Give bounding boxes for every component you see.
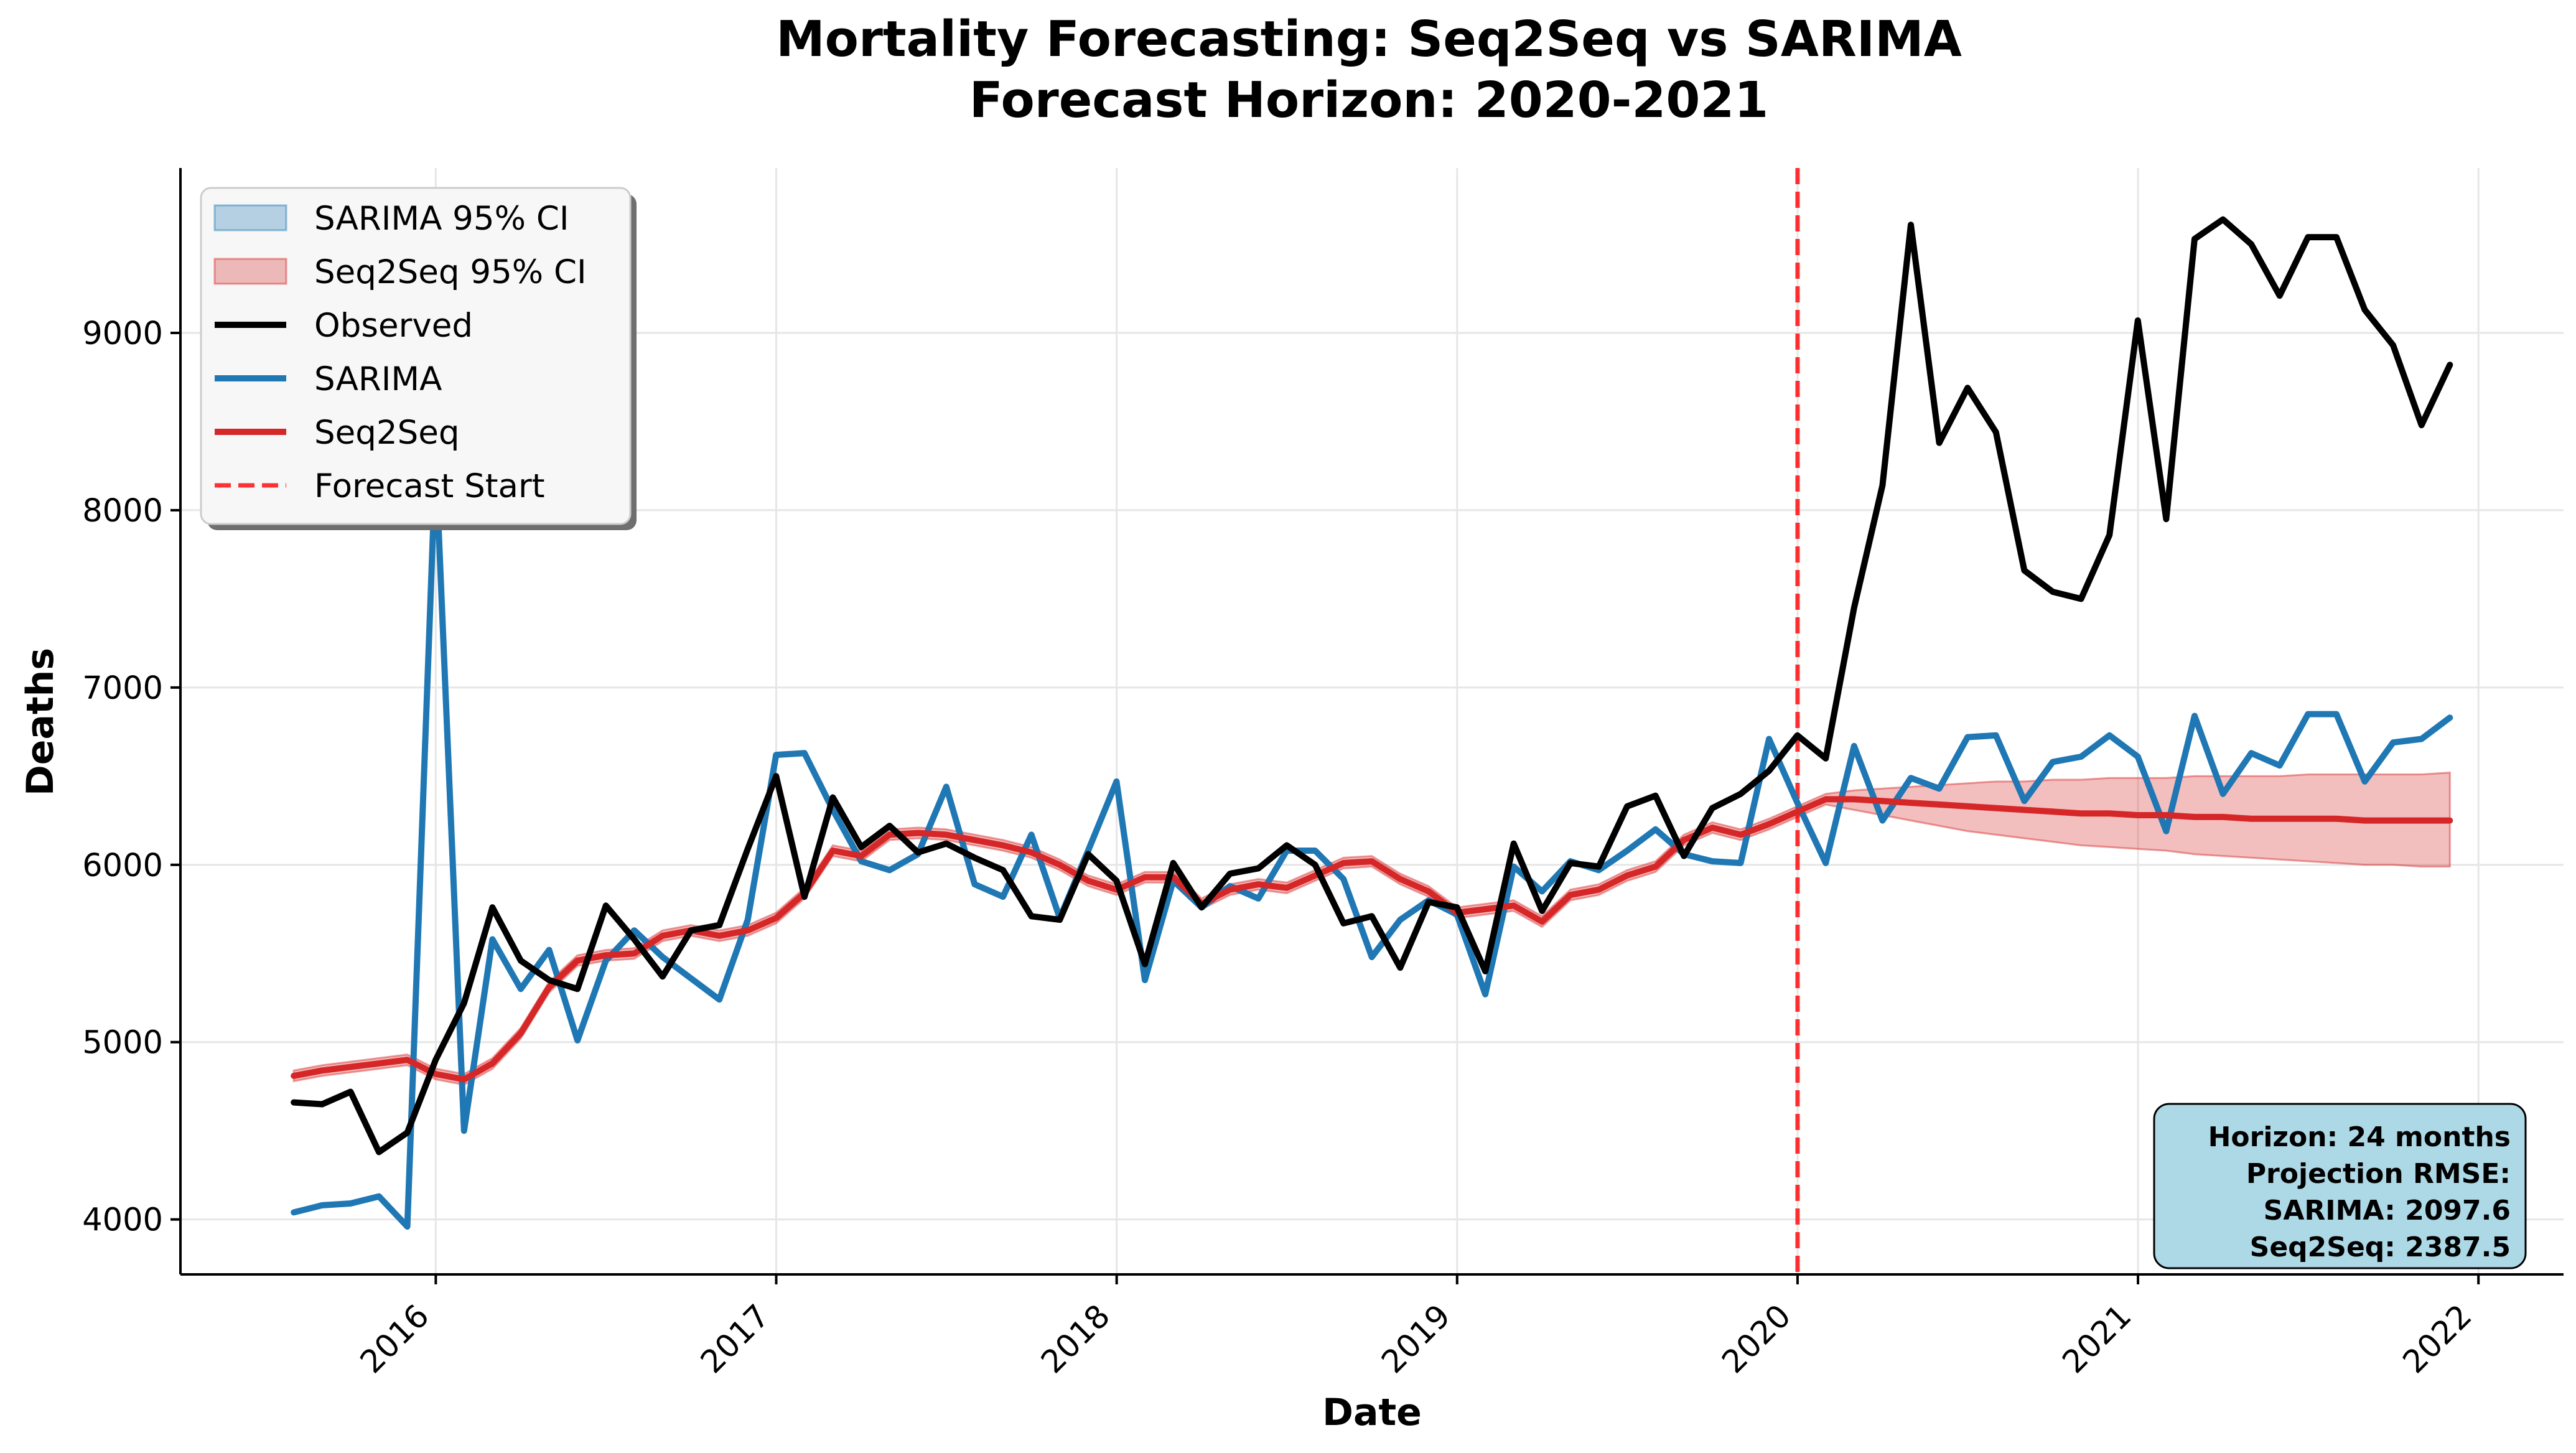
legend-box bbox=[200, 187, 632, 525]
seq2seq-95-ci-legend-swatch bbox=[213, 258, 287, 285]
sarima-95-ci-legend-swatch bbox=[213, 204, 287, 231]
series-lines bbox=[291, 216, 2453, 1230]
y-axis-label: Deaths bbox=[19, 648, 62, 796]
y-tick-label: 6000 bbox=[82, 848, 163, 884]
annotation-sarima-rmse: SARIMA: 2097.6 bbox=[2264, 1195, 2511, 1226]
chart-title-line-2: Forecast Horizon: 2020-2021 bbox=[969, 72, 1769, 129]
observed-line bbox=[291, 216, 2453, 1156]
chart-title-line-1: Mortality Forecasting: Seq2Seq vs SARIMA bbox=[776, 11, 1962, 68]
axes bbox=[179, 168, 2564, 1276]
annotation-rmse-heading: Projection RMSE: bbox=[2246, 1158, 2511, 1190]
annotation-seq2seq-rmse: Seq2Seq: 2387.5 bbox=[2250, 1231, 2511, 1263]
sarima-legend-label: SARIMA bbox=[314, 360, 442, 398]
forecast-start-legend-label: Forecast Start bbox=[314, 467, 545, 505]
seq2seq-95-ci-legend-label: Seq2Seq 95% CI bbox=[314, 253, 587, 291]
annotation-box bbox=[2153, 1103, 2527, 1269]
legend-entries: SARIMA 95% CI Seq2Seq 95% CI Observed SARIM… bbox=[213, 200, 587, 505]
y-tick-label: 8000 bbox=[82, 493, 163, 530]
seq2seq-line bbox=[291, 796, 2453, 1083]
observed-legend-label: Observed bbox=[314, 307, 473, 345]
annotation-horizon: Horizon: 24 months bbox=[2208, 1121, 2511, 1153]
y-tick-label: 4000 bbox=[82, 1202, 163, 1239]
y-tick-label: 9000 bbox=[82, 315, 163, 352]
metrics-annotation: Horizon: 24 months Projection RMSE: SARI… bbox=[2153, 1103, 2527, 1269]
seq2seq-legend-label: Seq2Seq bbox=[314, 414, 460, 452]
sarima-95-ci-legend-label: SARIMA 95% CI bbox=[314, 200, 569, 238]
y-tick-label: 7000 bbox=[82, 670, 163, 707]
x-axis-label: Date bbox=[1322, 1391, 1422, 1434]
sarima-line bbox=[291, 456, 2453, 1230]
legend: SARIMA 95% CI Seq2Seq 95% CI Observed SARIM… bbox=[200, 187, 637, 530]
y-tick-label: 5000 bbox=[82, 1025, 163, 1062]
